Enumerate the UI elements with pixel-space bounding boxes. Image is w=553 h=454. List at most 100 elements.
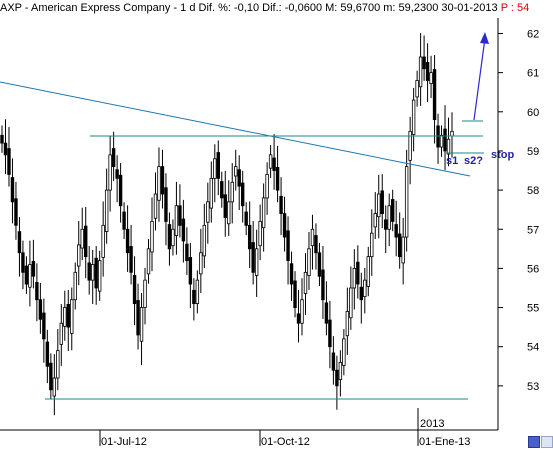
candle <box>59 304 64 366</box>
candle <box>338 350 343 397</box>
x-tick-label: 01-Oct-12 <box>261 436 310 448</box>
candle <box>63 290 67 341</box>
candle <box>216 140 220 196</box>
candle <box>384 205 388 254</box>
low-label: m: <box>383 2 396 14</box>
candle <box>380 174 384 229</box>
candle <box>415 70 419 107</box>
candle <box>80 207 84 261</box>
candle <box>404 149 409 252</box>
y-tick-label: 60 <box>527 107 539 119</box>
candle <box>132 256 137 326</box>
candle <box>261 183 266 252</box>
descending-trendline <box>0 81 471 177</box>
candle <box>363 268 367 314</box>
symbol: AXP <box>0 2 22 14</box>
candle <box>370 209 374 276</box>
candle <box>206 182 210 244</box>
candle <box>146 239 151 284</box>
candle <box>310 214 315 270</box>
candle <box>87 246 91 295</box>
up-arrow <box>473 32 489 121</box>
company-name: American Express Company <box>30 2 171 14</box>
candle <box>10 158 15 224</box>
interval: 1 d <box>180 2 196 14</box>
date: 30-01-2013 <box>441 2 498 14</box>
candle <box>24 256 29 294</box>
candle <box>164 173 168 246</box>
candle <box>185 227 189 276</box>
y-tick-label: 61 <box>527 68 539 80</box>
candle <box>199 228 203 294</box>
candle <box>342 329 346 376</box>
candle <box>192 278 196 321</box>
candle <box>7 127 11 187</box>
scroll-right-button[interactable] <box>528 436 540 448</box>
year-marker: 2013 <box>420 418 444 430</box>
candle <box>104 168 109 244</box>
dif-pct-value: -0,10 <box>233 2 260 14</box>
candle <box>268 145 273 178</box>
candle <box>314 223 318 270</box>
chart-title-bar: AXP - American Express Company - 1 d Dif… <box>0 0 553 18</box>
candle <box>303 253 308 315</box>
y-tick-label: 59 <box>527 146 539 158</box>
candle <box>143 268 147 325</box>
candle <box>111 131 116 182</box>
candle <box>49 353 53 400</box>
corner-toggle[interactable] <box>541 436 553 448</box>
candle <box>432 55 437 144</box>
candle <box>14 181 18 240</box>
candle <box>251 221 255 285</box>
candle <box>335 355 339 410</box>
candle <box>387 193 391 247</box>
candle <box>73 262 77 310</box>
candle <box>366 246 370 297</box>
candle <box>331 336 336 385</box>
candle <box>150 197 154 272</box>
candle <box>178 184 182 238</box>
low-value: 59,2300 <box>398 2 439 14</box>
candle <box>139 293 144 366</box>
candle <box>443 105 447 171</box>
candle <box>439 125 444 157</box>
candle <box>3 119 8 175</box>
candle <box>122 202 126 240</box>
y-tick-label: 58 <box>527 185 539 197</box>
candle <box>209 161 214 223</box>
candle <box>52 354 57 416</box>
candle <box>324 281 329 336</box>
candle <box>31 239 36 289</box>
candle <box>328 300 332 369</box>
candle <box>28 240 32 307</box>
candle <box>66 289 70 352</box>
candle <box>125 205 130 272</box>
y-tick-label: 55 <box>527 303 539 315</box>
candle <box>38 282 43 334</box>
candle <box>300 278 304 336</box>
candle <box>220 171 224 208</box>
candle <box>56 329 60 391</box>
candle <box>90 249 95 305</box>
candle <box>188 242 193 308</box>
p-value: 54 <box>517 2 530 14</box>
candle <box>411 87 416 152</box>
candle <box>181 199 186 263</box>
candle <box>282 196 287 252</box>
candle <box>390 189 395 232</box>
time-axis: 01-Jul-12 01-Oct-12 01-Ene-13 <box>0 429 498 448</box>
candle <box>234 149 238 191</box>
candle <box>446 117 451 167</box>
candle <box>237 155 241 211</box>
candle <box>425 43 430 103</box>
candle <box>359 272 364 324</box>
y-tick-label: 56 <box>527 263 539 275</box>
high-value: 59,6700 <box>340 2 381 14</box>
annotation-s1: s1 <box>446 155 458 167</box>
candle <box>70 287 74 351</box>
candle <box>345 287 350 355</box>
candle <box>202 203 207 269</box>
price-axis: 53 54 55 56 57 58 59 60 61 62 <box>497 18 539 430</box>
annotation-stop: stop <box>491 149 515 161</box>
